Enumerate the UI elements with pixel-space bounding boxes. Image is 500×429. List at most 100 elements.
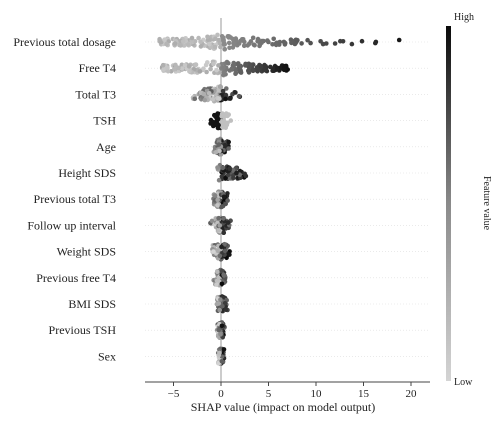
shap-point [211,61,216,67]
shap-point [299,41,304,46]
colorbar-low-label: Low [454,377,473,388]
shap-point [223,307,229,313]
shap-point [180,39,186,44]
colorbar-gradient [446,26,451,381]
shap-point [186,64,192,69]
shap-point [222,248,228,254]
shap-point [227,166,232,171]
shap-point [250,35,256,41]
shap-point [273,42,279,48]
shap-point [215,269,220,275]
shap-point [213,114,218,119]
shap-point [236,41,242,46]
shap-point [245,43,250,48]
feature-labels: Previous total dosage Free T4 Total T3 TSH A… [13,35,116,363]
x-tick-label: 20 [406,388,418,400]
shap-point [255,39,260,44]
shap-point [221,70,227,75]
shap-point [225,220,231,225]
shap-point [220,304,225,309]
shap-point [281,67,287,73]
shap-point [252,43,257,48]
shap-point [217,148,222,154]
shap-point [233,70,239,76]
shap-point [216,275,221,281]
shap-point [179,66,185,71]
shap-point [237,168,243,174]
shap-point [220,111,225,116]
shap-point [238,70,244,75]
shap-point [207,41,212,47]
shap-point [205,60,210,65]
shap-point [176,65,181,71]
shap-point [214,67,219,73]
shap-point [265,38,270,43]
shap-point [274,67,280,72]
shap-point [216,301,222,306]
shap-point [230,45,236,50]
shap-point [218,44,223,50]
shap-point [162,37,167,42]
feature-label: Weight SDS [57,245,116,259]
shap-point [324,41,329,46]
shap-point [218,297,223,302]
shap-point [201,91,207,97]
shap-point [212,44,218,50]
shap-point [219,323,225,329]
shap-point [216,215,221,221]
shap-point [189,35,195,41]
colorbar: High Low Feature value [446,12,492,388]
shap-point [165,68,171,74]
shap-point [161,67,166,72]
shap-point [157,36,162,42]
shap-point [228,35,234,40]
shap-point [187,69,192,74]
shap-point [201,66,206,71]
shap-point [222,241,227,247]
x-tick-label: 10 [311,388,323,400]
shap-point [217,307,222,313]
shap-point [248,39,254,44]
shap-point [205,34,210,40]
x-ticks: −5 0 5 10 15 20 [168,382,417,400]
shap-point [219,204,224,210]
shap-point [226,146,231,151]
shap-points [157,32,402,367]
shap-point [271,36,277,42]
shap-point [221,118,227,124]
shap-point [231,41,236,46]
shap-point [305,37,310,43]
shap-point [218,69,223,75]
shap-point [216,177,222,183]
shap-point [261,67,267,73]
shap-point [215,203,220,208]
feature-label: TSH [93,114,116,128]
shap-point [198,39,203,45]
shap-point [221,230,226,235]
shap-point [185,42,191,47]
shap-point [246,68,251,74]
colorbar-high-label: High [454,12,474,23]
shap-point [198,44,204,49]
x-tick-label: 0 [218,388,224,400]
shap-point [216,142,222,147]
shap-point [219,268,225,274]
shap-point [222,301,228,306]
shap-point [289,40,294,46]
x-tick-label: 5 [266,388,272,400]
shap-point [227,96,233,101]
shap-point [237,65,242,70]
colorbar-title: Feature value [481,176,492,231]
feature-label: Age [96,140,116,154]
shap-point [332,41,338,46]
shap-point [193,62,199,68]
shap-point [226,61,231,66]
feature-label: Previous free T4 [36,271,116,285]
shap-point [210,96,216,102]
shap-point [221,42,227,47]
feature-label: Free T4 [79,61,116,75]
shap-point [226,139,231,145]
shap-point [173,62,178,68]
shap-point [227,252,232,257]
shap-point [212,193,218,198]
